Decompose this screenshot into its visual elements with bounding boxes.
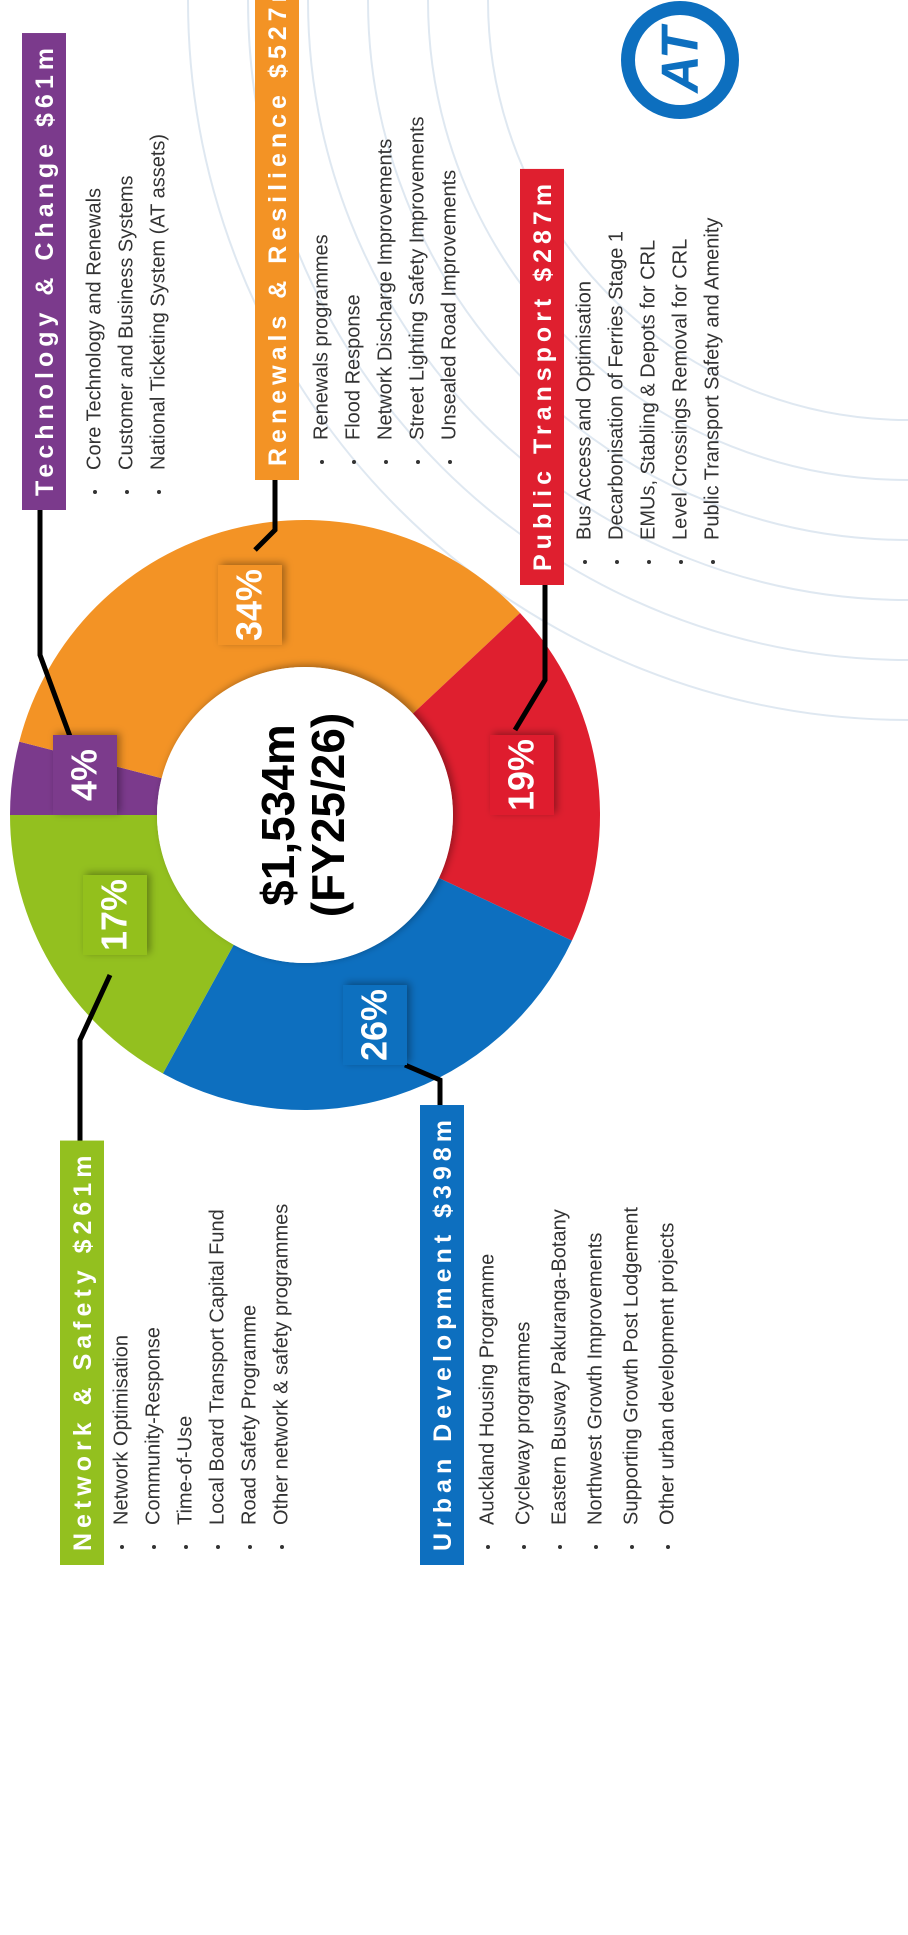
bullet — [711, 560, 715, 564]
center-label: (FY25/26) — [302, 713, 354, 918]
category-name: Public Transport — [529, 294, 557, 571]
list-item: Unsealed Road Improvements — [438, 170, 460, 440]
bullet — [630, 1545, 634, 1549]
bullet — [384, 460, 388, 464]
bullet — [448, 460, 452, 464]
bullet — [522, 1545, 526, 1549]
bullet — [352, 460, 356, 464]
list-item: Cycleway programmes — [512, 1322, 534, 1525]
callout-line — [512, 585, 548, 732]
category-amount: $61m — [31, 43, 59, 127]
category-header-box — [60, 1140, 104, 1565]
percent-label: 34% — [229, 569, 270, 641]
percent-label: 17% — [94, 879, 135, 951]
list-item: Network Optimisation — [110, 1335, 132, 1525]
list-item: Decarbonisation of Ferries Stage 1 — [605, 231, 627, 540]
list-item: Northwest Growth Improvements — [584, 1233, 606, 1525]
list-item: Time-of-Use — [174, 1416, 196, 1525]
category-amount: $398m — [429, 1115, 457, 1218]
category-header: Technology & Change $61m — [31, 43, 59, 496]
category-name: Urban Development — [429, 1230, 457, 1551]
list-item: Bus Access and Optimisation — [573, 281, 595, 540]
center-label: $1,534m — [252, 724, 304, 906]
bullet — [594, 1545, 598, 1549]
bullet — [120, 1545, 124, 1549]
percent-box — [490, 735, 554, 815]
category-header-box — [520, 168, 564, 585]
category-header-box — [22, 33, 66, 510]
bullet — [615, 560, 619, 564]
callout-line — [253, 480, 278, 552]
category-amount: $527m — [264, 0, 292, 78]
list-item: Other network & safety programmes — [270, 1204, 292, 1525]
list-item: Local Board Transport Capital Fund — [206, 1209, 228, 1525]
percent-box — [53, 735, 117, 815]
category-header: Public Transport $287m — [529, 179, 557, 571]
bullet — [216, 1545, 220, 1549]
logo-ring — [621, 1, 739, 119]
bullet — [416, 460, 420, 464]
list-item: Network Discharge Improvements — [374, 139, 396, 440]
category-amount: $261m — [69, 1151, 97, 1254]
percent-label: 4% — [64, 749, 105, 801]
category-header-box — [255, 0, 299, 480]
bullet — [157, 490, 161, 494]
bullet — [647, 560, 651, 564]
category-header-box — [420, 1105, 464, 1565]
list-item: Core Technology and Renewals — [83, 188, 105, 470]
bullet — [666, 1545, 670, 1549]
bullet — [125, 490, 129, 494]
list-item: National Ticketing System (AT assets) — [147, 134, 169, 470]
bullet — [93, 490, 97, 494]
list-item: Auckland Housing Programme — [476, 1254, 498, 1525]
category-header: Network & Safety $261m — [69, 1151, 97, 1551]
donut-slice — [19, 520, 521, 779]
bullet — [184, 1545, 188, 1549]
callout-line — [77, 973, 113, 1150]
list-item: Flood Response — [342, 294, 364, 440]
list-item: Other urban development projects — [656, 1223, 678, 1525]
category-amount: $287m — [529, 179, 557, 282]
landscape: 4% 34% 19% 26% 17% $1,534m(FY25/26) Technology… — [10, 0, 908, 1565]
list-item: EMUs, Stabling & Depots for CRL — [637, 240, 659, 540]
callout-line — [404, 1062, 443, 1110]
bullet — [248, 1545, 252, 1549]
canvas: 4% 34% 19% 26% 17% $1,534m(FY25/26) Technology… — [10, 0, 908, 1565]
percent-box — [343, 985, 407, 1065]
percent-box — [218, 565, 282, 645]
bullet — [152, 1545, 156, 1549]
bullet — [679, 560, 683, 564]
list-item: Customer and Business Systems — [115, 175, 137, 470]
bullet — [320, 460, 324, 464]
percent-box — [83, 875, 147, 955]
list-item: Eastern Busway Pakuranga-Botany — [548, 1209, 570, 1525]
bullet — [486, 1545, 490, 1549]
callout-line — [37, 510, 78, 751]
category-name: Technology & Change — [31, 139, 59, 496]
percent-label: 19% — [501, 739, 542, 811]
logo-text: AT — [652, 23, 710, 95]
donut-hole — [157, 667, 453, 963]
list-item: Level Crossings Removal for CRL — [669, 239, 691, 540]
category-name: Renewals & Resilience — [264, 90, 292, 466]
bullet — [280, 1545, 284, 1549]
category-header: Renewals & Resilience $527m — [264, 0, 292, 466]
category-name: Network & Safety — [69, 1265, 97, 1551]
list-item: Renewals programmes — [310, 234, 332, 440]
bullet — [583, 560, 587, 564]
category-header: Urban Development $398m — [429, 1115, 457, 1551]
list-item: Supporting Growth Post Lodgement — [620, 1207, 642, 1525]
list-item: Public Transport Safety and Amenity — [701, 218, 723, 540]
list-item: Street Lighting Safety Improvements — [406, 117, 428, 441]
bullet — [558, 1545, 562, 1549]
list-item: Road Safety Programme — [238, 1305, 260, 1525]
percent-label: 26% — [354, 989, 395, 1061]
list-item: Community-Response — [142, 1327, 164, 1525]
